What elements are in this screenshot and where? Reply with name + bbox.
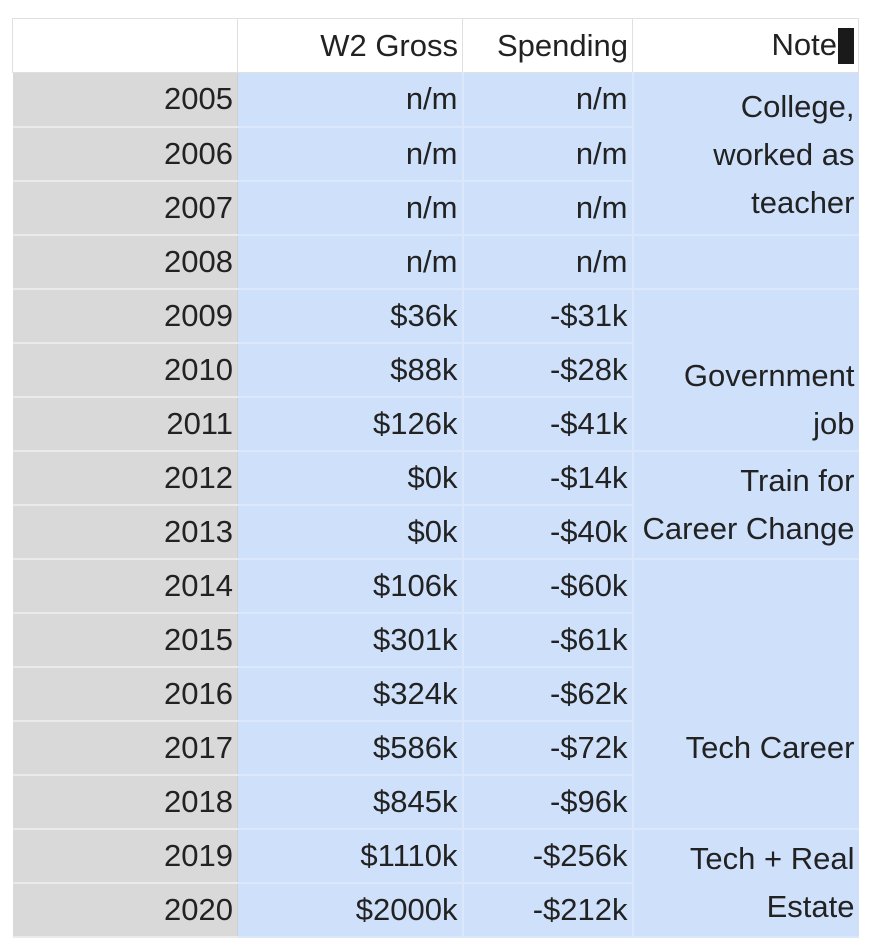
w2-gross-cell[interactable]: $88k [237,342,464,398]
year-cell[interactable]: 2011 [12,396,238,452]
header-note-label: Note [771,26,837,62]
note-cell-empty[interactable] [632,234,859,290]
table-row: 2005 n/m n/m College, worked as teacher [12,72,859,236]
table-row: 2013 $0k -$40k [12,504,859,560]
table-row: 2008 n/m n/m [12,234,859,290]
table-row: 2017 $586k -$72k [12,720,859,776]
w2-gross-cell[interactable]: $126k [237,396,464,452]
spending-cell[interactable]: -$72k [462,720,634,776]
text-cursor-icon [838,28,854,65]
header-cell-w2-gross[interactable]: W2 Gross [237,18,463,73]
spending-cell[interactable]: -$14k [462,450,634,506]
spending-cell[interactable]: -$61k [462,612,634,668]
spending-cell[interactable]: -$41k [462,396,634,452]
note-line: Tech Career [685,729,855,765]
header-cell-year[interactable] [12,18,238,73]
note-cell-tech-career[interactable]: Tech Career [632,558,859,830]
note-line: College, [740,89,855,124]
spending-cell[interactable]: -$60k [462,558,634,614]
data-table: W2 Gross Spending Note 2005 n/m n/m Coll… [12,18,859,938]
spreadsheet-grid: W2 Gross Spending Note 2005 n/m n/m Coll… [12,18,859,938]
table-row: 2009 $36k -$31k Government job [12,288,859,452]
table-row: 2019 $1110k -$256k Tech + Real Estate [12,828,859,938]
header-row: W2 Gross Spending Note [12,18,859,73]
spending-cell[interactable]: n/m [462,72,634,128]
header-cell-note[interactable]: Note [632,18,859,73]
year-cell[interactable]: 2009 [12,288,238,344]
year-cell[interactable]: 2014 [12,558,238,614]
note-cell-government[interactable]: Government job [632,288,859,452]
year-cell[interactable]: 2020 [12,882,238,938]
year-cell[interactable]: 2005 [12,72,238,128]
table-row: 2018 $845k -$96k [12,774,859,830]
table-row: 2014 $106k -$60k Tech Career [12,558,859,830]
table-row: 2007 n/m n/m [12,180,859,236]
w2-gross-cell[interactable]: $0k [237,450,464,506]
spending-cell[interactable]: n/m [462,126,634,182]
year-cell[interactable]: 2007 [12,180,238,236]
w2-gross-cell[interactable]: $106k [237,558,464,614]
w2-gross-cell[interactable]: n/m [237,72,464,128]
spending-cell[interactable]: -$212k [462,882,634,938]
note-line: Government [683,357,855,393]
note-cell-real-estate[interactable]: Tech + Real Estate [632,828,859,938]
note-cell-train[interactable]: Train for Career Change [632,450,859,560]
w2-gross-cell[interactable]: $324k [237,666,464,722]
w2-gross-cell[interactable]: $36k [237,288,464,344]
table-row: 2020 $2000k -$212k [12,882,859,938]
table-row: 2010 $88k -$28k [12,342,859,398]
table-row: 2012 $0k -$14k Train for Career Change [12,450,859,560]
spending-cell[interactable]: n/m [462,234,634,290]
table-row: 2006 n/m n/m [12,126,859,182]
year-cell[interactable]: 2013 [12,504,238,560]
w2-gross-cell[interactable]: n/m [237,126,464,182]
year-cell[interactable]: 2006 [12,126,238,182]
w2-gross-cell[interactable]: $845k [237,774,464,830]
spending-cell[interactable]: -$62k [462,666,634,722]
note-cell-college[interactable]: College, worked as teacher [632,72,859,236]
w2-gross-cell[interactable]: $2000k [237,882,464,938]
header-cell-spending[interactable]: Spending [462,18,633,73]
spending-cell[interactable]: -$31k [462,288,634,344]
note-line: Train for [740,462,855,498]
spending-cell[interactable]: n/m [462,180,634,236]
note-line: teacher [751,185,855,220]
note-line: Estate [766,888,855,924]
w2-gross-cell[interactable]: $301k [237,612,464,668]
w2-gross-cell[interactable]: $0k [237,504,464,560]
w2-gross-cell[interactable]: $1110k [237,828,464,884]
table-row: 2016 $324k -$62k [12,666,859,722]
note-line: worked as [713,137,855,172]
year-cell[interactable]: 2015 [12,612,238,668]
year-cell[interactable]: 2018 [12,774,238,830]
spending-cell[interactable]: -$28k [462,342,634,398]
spending-cell[interactable]: -$256k [462,828,634,884]
note-line: Tech + Real [689,840,855,876]
year-cell[interactable]: 2012 [12,450,238,506]
w2-gross-cell[interactable]: n/m [237,234,464,290]
w2-gross-cell[interactable]: $586k [237,720,464,776]
note-line: Career Change [642,510,855,546]
note-line: job [813,405,855,441]
year-cell[interactable]: 2019 [12,828,238,884]
table-row: 2011 $126k -$41k [12,396,859,452]
year-cell[interactable]: 2008 [12,234,238,290]
w2-gross-cell[interactable]: n/m [237,180,464,236]
table-row: 2015 $301k -$61k [12,612,859,668]
year-cell[interactable]: 2010 [12,342,238,398]
spending-cell[interactable]: -$40k [462,504,634,560]
year-cell[interactable]: 2016 [12,666,238,722]
spending-cell[interactable]: -$96k [462,774,634,830]
year-cell[interactable]: 2017 [12,720,238,776]
